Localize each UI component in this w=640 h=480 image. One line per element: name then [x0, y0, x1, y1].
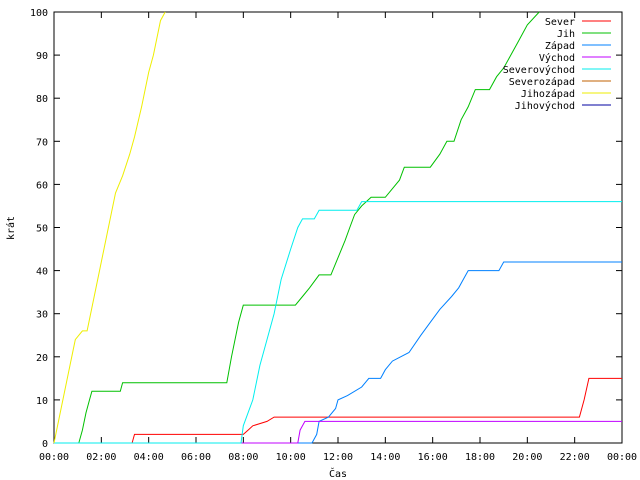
y-tick-label: 70	[36, 137, 48, 148]
legend-label: Západ	[545, 40, 575, 52]
x-tick-label: 16:00	[418, 452, 448, 463]
x-tick-label: 12:00	[323, 452, 353, 463]
y-tick-label: 30	[36, 310, 48, 321]
y-tick-label: 80	[36, 94, 48, 105]
y-tick-label: 20	[36, 353, 48, 364]
y-tick-label: 10	[36, 396, 48, 407]
y-axis-label: krát	[5, 216, 17, 240]
series-line	[53, 11, 166, 444]
x-tick-label: 02:00	[86, 452, 116, 463]
legend-label: Sever	[545, 17, 575, 28]
series-layer	[53, 11, 622, 444]
axis-ticks: 0 10 20 30 40 50 60 70 80 90 100 00:00 02:00 04:00 06:…	[30, 8, 637, 463]
x-tick-label: 08:00	[228, 452, 258, 463]
legend-label: Severovýchod	[503, 64, 575, 76]
legend: SeverJihZápadVýchodSeverovýchodSeverozáp…	[503, 17, 611, 112]
series-line	[54, 377, 622, 444]
series-line	[54, 11, 540, 444]
x-tick-label: 06:00	[181, 452, 211, 463]
y-tick-label: 100	[30, 8, 48, 19]
x-tick-label: 18:00	[465, 452, 495, 463]
legend-label: Jihozápad	[521, 88, 575, 100]
x-tick-label: 00:00	[607, 452, 637, 463]
y-tick-label: 50	[36, 224, 48, 235]
x-tick-label: 22:00	[560, 452, 590, 463]
x-tick-label: 14:00	[370, 452, 400, 463]
x-axis-label: Čas	[329, 467, 347, 480]
y-tick-label: 60	[36, 180, 48, 191]
y-tick-label: 0	[42, 439, 48, 450]
x-tick-label: 04:00	[134, 452, 164, 463]
y-tick-label: 90	[36, 51, 48, 62]
y-tick-label: 40	[36, 267, 48, 278]
x-tick-label: 10:00	[276, 452, 306, 463]
legend-label: Východ	[539, 52, 575, 64]
x-tick-label: 20:00	[512, 452, 542, 463]
legend-label: Jih	[557, 29, 575, 40]
series-line	[54, 261, 622, 444]
legend-label: Jihovýchod	[515, 100, 575, 112]
x-tick-label: 00:00	[39, 452, 69, 463]
series-line	[54, 201, 622, 444]
legend-label: Severozápad	[509, 76, 575, 88]
